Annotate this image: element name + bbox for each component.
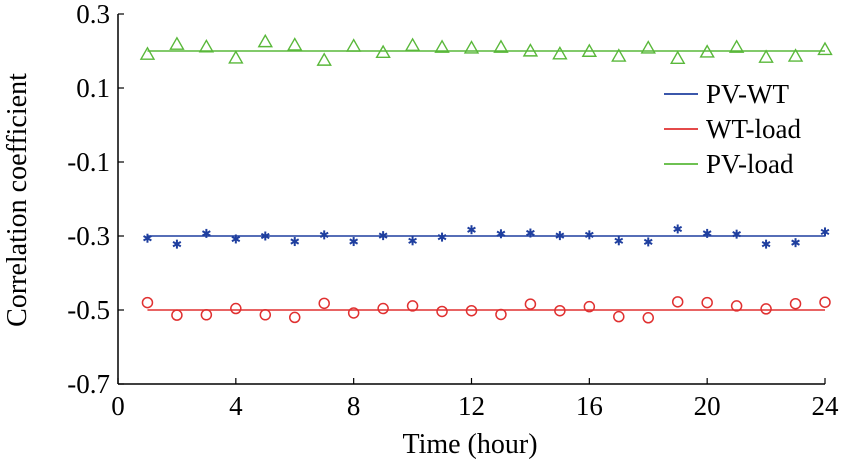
- wt-load-point: [259, 309, 272, 321]
- pv-load-point: [817, 41, 833, 56]
- pv-load-point: [345, 38, 362, 52]
- pv-wt-point: [791, 238, 800, 248]
- legend-label-pv-load: PV-load: [706, 149, 794, 179]
- legend-label-pv-wt: PV-WT: [706, 79, 790, 109]
- pv-load-point: [257, 33, 273, 48]
- pv-wt-point: [378, 231, 388, 241]
- y-tick-label: -0.3: [67, 221, 110, 251]
- y-tick-label: 0.3: [76, 0, 110, 29]
- y-tick-label: -0.5: [67, 295, 110, 325]
- pv-wt-point: [437, 232, 447, 242]
- data-markers: [139, 33, 833, 324]
- pv-load-point: [611, 48, 627, 62]
- wt-load-point: [318, 297, 330, 310]
- pv-wt-point: [584, 230, 594, 240]
- pv-load-point: [169, 36, 185, 50]
- pv-wt-point: [614, 236, 624, 246]
- pv-wt-point: [260, 231, 270, 241]
- wt-load-point: [289, 311, 301, 324]
- wt-load-point: [583, 300, 596, 313]
- wt-load-point: [554, 304, 566, 317]
- wt-load-point: [613, 310, 625, 323]
- pv-load-point: [198, 39, 215, 53]
- pv-wt-point: [526, 228, 535, 238]
- pv-wt-point: [643, 237, 653, 247]
- pv-load-point: [139, 46, 156, 60]
- pv-load-point: [434, 39, 450, 53]
- pv-load-point: [581, 43, 598, 57]
- pv-wt-point: [319, 230, 329, 240]
- pv-wt-point: [143, 233, 152, 243]
- x-tick-label: 20: [694, 391, 721, 421]
- y-tick-label: -0.1: [67, 147, 110, 177]
- legend-label-wt-load: WT-load: [706, 114, 801, 144]
- pv-load-point: [316, 52, 332, 66]
- pv-wt-point: [467, 225, 476, 235]
- fit-lines: [147, 50, 825, 311]
- wt-load-point: [671, 296, 684, 308]
- pv-load-point: [640, 40, 656, 54]
- wt-load-point: [495, 308, 507, 321]
- pv-wt-point: [231, 234, 241, 244]
- wt-load-point: [730, 300, 743, 312]
- axes: 0 4 8 12 16 20 24 0.3 0.1 -0.1 -0.3 -0.5 -0.7: [67, 0, 839, 421]
- wt-load-point: [171, 309, 183, 321]
- y-tick-label: 0.1: [76, 73, 110, 103]
- x-tick-label: 24: [812, 391, 840, 421]
- wt-load-point: [760, 303, 772, 315]
- legend: PV-WT WT-load PV-load: [664, 79, 801, 179]
- pv-wt-point: [761, 239, 771, 249]
- x-tick-label: 8: [347, 391, 361, 421]
- wt-load-point: [347, 307, 360, 319]
- wt-load-point: [436, 305, 448, 318]
- pv-load-point: [670, 50, 686, 64]
- wt-load-point: [524, 298, 537, 310]
- wt-load-point: [701, 296, 713, 309]
- x-tick-label: 4: [229, 391, 243, 421]
- wt-load-point: [200, 309, 213, 321]
- wt-load-point: [642, 312, 654, 324]
- x-tick-label: 0: [111, 391, 125, 421]
- pv-load-point: [699, 44, 715, 58]
- wt-load-point: [377, 302, 389, 315]
- pv-wt-point: [702, 228, 712, 238]
- pv-load-point: [758, 49, 774, 63]
- pv-wt-point: [408, 236, 417, 246]
- pv-load-point: [463, 40, 480, 54]
- x-tick-label: 16: [576, 391, 603, 421]
- wt-load-point: [789, 297, 802, 310]
- y-tick-label: -0.7: [67, 369, 110, 399]
- x-tick-label: 12: [458, 391, 485, 421]
- pv-wt-point: [201, 228, 211, 238]
- pv-wt-point: [820, 227, 830, 237]
- pv-wt-point: [673, 224, 683, 234]
- wt-load-point: [819, 296, 831, 308]
- pv-wt-point: [290, 237, 300, 247]
- x-axis-label: Time (hour): [402, 429, 537, 460]
- pv-wt-point: [555, 231, 565, 241]
- pv-load-point: [375, 44, 391, 59]
- pv-wt-point: [732, 229, 742, 239]
- pv-wt-point: [349, 237, 359, 247]
- y-axis-label: Correlation coefficient: [2, 73, 33, 327]
- wt-load-point: [465, 304, 478, 317]
- pv-load-point: [228, 50, 244, 64]
- pv-wt-point: [172, 239, 182, 249]
- pv-load-point: [287, 37, 303, 51]
- wt-load-point: [406, 300, 419, 312]
- pv-load-point: [728, 39, 745, 53]
- pv-load-point: [552, 46, 568, 60]
- pv-load-point: [404, 37, 421, 52]
- wt-load-point: [141, 296, 154, 309]
- pv-load-point: [493, 39, 509, 53]
- pv-wt-point: [496, 229, 506, 239]
- pv-load-point: [522, 43, 539, 57]
- pv-load-point: [787, 48, 804, 62]
- wt-load-point: [230, 302, 242, 315]
